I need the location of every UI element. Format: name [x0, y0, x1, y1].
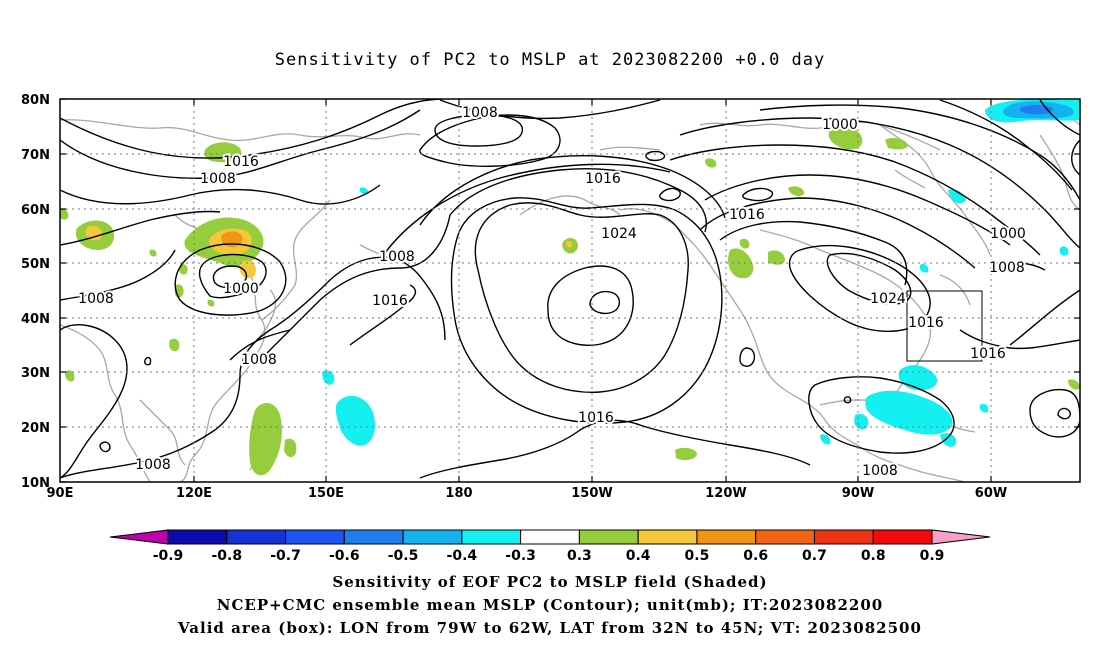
- contour-label: 1024: [870, 291, 906, 307]
- grid-lines: [60, 99, 1080, 482]
- colorbar-tick-label: -0.3: [505, 548, 536, 564]
- contour-label: 1008: [379, 249, 415, 265]
- map-area: [60, 99, 1080, 482]
- colorbar-swatch: [578, 529, 639, 545]
- contour-label: 1008: [989, 260, 1025, 276]
- lat-axis-labels: 80N 70N 60N 50N 40N 30N 20N 10N: [21, 93, 50, 491]
- colorbar-swatch: [637, 529, 698, 545]
- contour-label: 1016: [729, 207, 765, 223]
- colorbar-swatch: [520, 529, 580, 545]
- contour-label: 1008: [78, 291, 114, 307]
- colorbar-tick-label: -0.7: [270, 548, 301, 564]
- mslp-contours: [60, 99, 1080, 479]
- lon-label: 90E: [47, 486, 74, 501]
- colorbar-min-arrow: [109, 529, 169, 545]
- colorbar-swatch: [755, 529, 815, 545]
- contour-labels: 1008 1000 1016 1008 1016 1008 1016 1024 …: [76, 103, 1028, 481]
- colorbar-swatch: [872, 529, 933, 545]
- contour-label: 1016: [223, 154, 259, 170]
- colorbar-swatch: [167, 529, 228, 545]
- lat-label: 70N: [21, 148, 50, 163]
- colorbar-max-arrow: [931, 529, 991, 545]
- lon-label: 150E: [308, 486, 344, 501]
- colorbar-swatch: [226, 529, 287, 545]
- lat-label: 60N: [21, 203, 50, 218]
- colorbar-swatch: [696, 529, 757, 545]
- colorbar-tick-label: 0.8: [861, 548, 886, 564]
- lat-label: 30N: [21, 366, 50, 381]
- lon-label: 120W: [705, 486, 746, 501]
- lon-axis-labels: 90E 120E 150E 180 150W 120W 90W 60W: [47, 486, 1008, 501]
- lon-label: 120E: [176, 486, 212, 501]
- valid-area-box: [906, 290, 983, 362]
- colorbar-tick-label: -0.4: [447, 548, 478, 564]
- colorbar-tick-label: -0.8: [211, 548, 242, 564]
- contour-label: 1000: [822, 117, 858, 133]
- contour-label: 1016: [908, 315, 944, 331]
- colorbar-tick-label: 0.5: [685, 548, 710, 564]
- contour-label: 1000: [223, 281, 259, 297]
- colorbar-swatch: [343, 529, 404, 545]
- footer-line-shading: Sensitivity of EOF PC2 to MSLP field (Sh…: [332, 573, 768, 591]
- lon-label: 150W: [571, 486, 612, 501]
- colorbar-tick-label: 0.6: [743, 548, 768, 564]
- contour-label: 1024: [601, 226, 637, 242]
- lat-label: 50N: [21, 257, 50, 272]
- colorbar-tick-label: 0.9: [920, 548, 945, 564]
- contour-label: 1016: [372, 293, 408, 309]
- contour-label: 1000: [990, 226, 1026, 242]
- footer-line-valid-area: Valid area (box): LON from 79W to 62W, L…: [178, 619, 922, 637]
- colorbar-tick-label: 0.4: [626, 548, 651, 564]
- lat-label: 40N: [21, 312, 50, 327]
- contour-label: 1016: [585, 171, 621, 187]
- colorbar-tick-label: 0.7: [802, 548, 827, 564]
- colorbar-swatch: [402, 529, 463, 545]
- lat-label: 80N: [21, 93, 50, 108]
- lon-label: 60W: [975, 486, 1007, 501]
- lat-label: 20N: [21, 421, 50, 436]
- colorbar-tick-label: -0.9: [153, 548, 184, 564]
- lon-label: 90W: [842, 486, 874, 501]
- colorbar-swatch: [461, 529, 522, 545]
- contour-label: 1008: [862, 463, 898, 479]
- footer-line-contour: NCEP+CMC ensemble mean MSLP (Contour); u…: [216, 596, 884, 614]
- contour-label: 1008: [462, 105, 498, 121]
- lat-label: 10N: [21, 476, 50, 491]
- colorbar-tick-label: -0.6: [329, 548, 360, 564]
- contour-label: 1016: [970, 346, 1006, 362]
- colorbar-swatch: [813, 529, 874, 545]
- contour-label: 1008: [241, 352, 277, 368]
- lon-label: 180: [445, 486, 472, 501]
- map-frame: [59, 98, 1081, 483]
- map-title: Sensitivity of PC2 to MSLP at 2023082200…: [274, 50, 826, 70]
- axis-ticks: [60, 98, 1080, 483]
- contour-label: 1016: [578, 410, 614, 426]
- colorbar-tick-label: 0.3: [567, 548, 592, 564]
- colorbar: -0.9 -0.8 -0.7 -0.6 -0.5 -0.4 -0.3 0.3 0.4 0.5 0.6…: [109, 529, 991, 564]
- shading-negative: [322, 99, 1080, 447]
- colorbar-swatch: [285, 529, 345, 545]
- colorbar-tick-label: -0.5: [388, 548, 419, 564]
- contour-label: 1008: [200, 171, 236, 187]
- contour-label: 1008: [135, 457, 171, 473]
